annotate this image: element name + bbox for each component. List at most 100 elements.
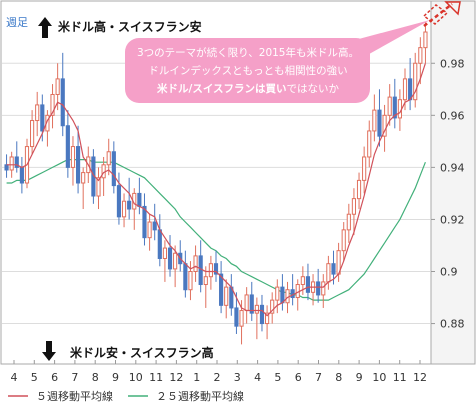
- candle-body-up: [208, 263, 213, 278]
- candle: [259, 294, 265, 332]
- candle: [106, 138, 111, 176]
- x-tick-label: 6: [51, 371, 58, 384]
- y-tick-label: 0.98: [440, 57, 465, 70]
- candle: [321, 274, 326, 308]
- y-tick-label: 0.92: [440, 213, 465, 226]
- callout-line-3-bold: 米ドル/スイスフランは買い: [156, 82, 287, 95]
- ma5-line-group: [6, 63, 426, 317]
- candle: [387, 84, 392, 126]
- candle-body-down: [14, 156, 19, 168]
- candle-body-up: [341, 229, 346, 252]
- candle-body-down: [60, 78, 65, 127]
- candle-body-down: [305, 276, 311, 293]
- callout-line-1: 3つのテーマが続く限り、2015年も米ドル高。: [137, 46, 359, 59]
- x-tick-label: 3: [234, 371, 241, 384]
- x-tick-label: 9: [112, 371, 119, 384]
- candle-body-up: [81, 172, 86, 184]
- candle-body-down: [280, 286, 285, 304]
- callout: 3つのテーマが続く限り、2015年も米ドル高。 ドルインデックスともっとも相関性…: [125, 20, 430, 103]
- legend-ma5-label: ５週移動平均線: [36, 389, 113, 403]
- x-tick-label: 5: [274, 371, 281, 384]
- x-tick-label: 10: [129, 371, 143, 384]
- candle: [30, 110, 35, 155]
- candle-body-up: [35, 104, 40, 122]
- x-tick-label: 8: [92, 371, 99, 384]
- candle: [35, 91, 40, 137]
- callout-box: [125, 38, 370, 103]
- candle-body-up: [9, 156, 14, 171]
- candle-body-up: [362, 156, 367, 181]
- candle: [362, 146, 367, 194]
- candle-body-up: [295, 284, 300, 299]
- candle-body-up: [188, 271, 193, 291]
- candle-body-up: [239, 310, 244, 327]
- x-tick-label: 7: [315, 371, 322, 384]
- candle-body-up: [173, 252, 178, 270]
- candle-body-up: [96, 177, 101, 197]
- candle-body-up: [413, 62, 418, 101]
- candle: [265, 305, 270, 340]
- y-tick-label: 0.94: [440, 161, 465, 174]
- down-direction-label: 米ドル安・スイスフラン高: [42, 341, 214, 361]
- candle-body-down: [127, 200, 132, 210]
- x-tick-label: 8: [335, 371, 342, 384]
- candle-body-up: [351, 198, 357, 215]
- candle: [423, 21, 428, 64]
- x-tick-label: 6: [295, 371, 302, 384]
- candle-body-up: [147, 221, 152, 239]
- candle-body-down: [167, 247, 173, 270]
- candle: [50, 84, 55, 129]
- candle-body-up: [402, 78, 408, 101]
- candle-body-up: [418, 47, 423, 64]
- x-tick-label: 11: [393, 371, 407, 384]
- candle-body-down: [137, 192, 142, 207]
- candle: [316, 268, 321, 303]
- candle-body-up: [326, 263, 331, 283]
- callout-line-3: 米ドル/スイスフランは買いではないか: [156, 82, 340, 95]
- candle-body-down: [116, 185, 122, 218]
- candle-body-down: [259, 304, 265, 325]
- candle-body-up: [300, 276, 305, 286]
- candle-body-up: [224, 286, 229, 306]
- candle: [142, 193, 147, 246]
- callout-pointer: [355, 20, 430, 58]
- candle-body-down: [408, 78, 413, 101]
- y-tick-label: 0.9: [440, 266, 458, 279]
- candle: [372, 94, 377, 142]
- candle: [167, 235, 173, 277]
- candle-body-down: [290, 289, 295, 299]
- ma5-line: [6, 63, 426, 317]
- candle: [234, 292, 239, 334]
- candle-body-down: [65, 125, 70, 168]
- candle-body-down: [19, 166, 24, 184]
- x-tick-label: 10: [372, 371, 386, 384]
- candle: [367, 120, 372, 168]
- x-axis: 4 5 6 7 8 9 10 11 12 1 2 3 4 5 6 7 8 9 10 11 12: [11, 360, 427, 384]
- candle-body-up: [101, 164, 106, 179]
- candle-body-down: [392, 96, 397, 119]
- candle: [249, 281, 254, 321]
- candle-body-down: [219, 273, 224, 306]
- x-tick-label: 11: [149, 371, 163, 384]
- y-axis: 0.98 0.96 0.94 0.92 0.9 0.88: [431, 57, 465, 331]
- x-tick-label: 2: [214, 371, 221, 384]
- candle: [208, 255, 213, 290]
- x-tick-label: 5: [31, 371, 38, 384]
- candle-body-up: [285, 289, 290, 304]
- candle-body-up: [321, 281, 326, 296]
- legend-ma25-label: ２５週移動平均線: [156, 389, 244, 403]
- candle: [152, 203, 157, 241]
- candle: [392, 78, 397, 129]
- title-up: 米ドル高・スイスフラン安: [58, 19, 202, 34]
- candle-body-up: [30, 120, 35, 148]
- candle: [213, 250, 219, 282]
- candle: [162, 240, 167, 282]
- candle: [173, 245, 178, 288]
- candle-body-up: [372, 109, 377, 132]
- candle-body-up: [346, 213, 351, 231]
- candle-body-up: [50, 94, 55, 116]
- candle-body-down: [316, 281, 321, 296]
- candle-body-up: [397, 99, 402, 119]
- candle-body-down: [198, 255, 203, 286]
